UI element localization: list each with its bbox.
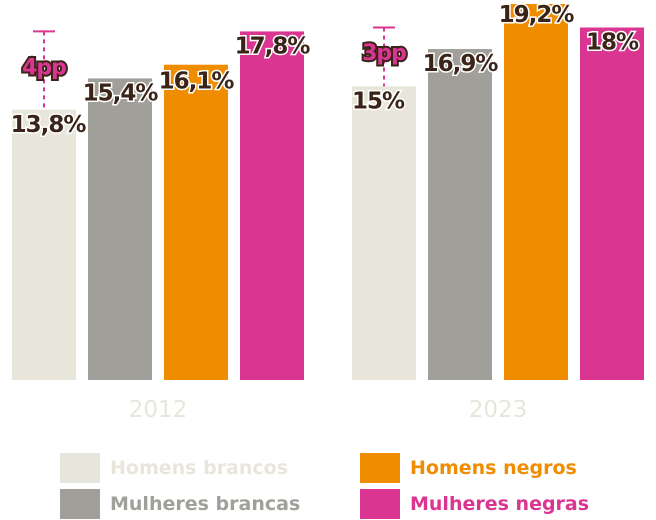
annotation-label: 3pp — [362, 41, 406, 66]
legend-item-mulheres-brancas: Mulheres brancas — [60, 489, 300, 519]
bar-chart: 13,8% 15% 15,4% 16,9% 16,1% 19,2% 17,8% 18% 4pp 3… — [9, 1, 644, 423]
legend-swatch — [60, 453, 100, 483]
legend-swatch — [360, 453, 400, 483]
bar — [12, 109, 76, 380]
value-label: 17,8% — [235, 33, 311, 59]
bar — [352, 86, 416, 380]
legend-item-homens-brancos: Homens brancos — [60, 453, 288, 483]
legend-item-mulheres-negras: Mulheres negras — [360, 489, 589, 519]
annotation-label: 4pp — [22, 56, 66, 81]
legend-swatch — [360, 489, 400, 519]
bar — [240, 31, 304, 381]
bar — [428, 49, 492, 381]
value-label: 19,2% — [499, 2, 575, 28]
category-label: 2023 — [469, 397, 528, 423]
bar — [504, 4, 568, 380]
legend-label: Homens negros — [410, 457, 577, 479]
legend-label: Mulheres brancas — [110, 493, 301, 515]
bar — [164, 64, 228, 380]
bar — [580, 27, 644, 380]
bar — [88, 78, 152, 381]
value-label: 16,9% — [423, 51, 499, 77]
legend-swatch — [60, 489, 100, 519]
value-label: 16,1% — [159, 69, 235, 95]
category-label: 2012 — [129, 397, 188, 423]
value-label: 13,8% — [11, 112, 87, 138]
legend-label: Homens brancos — [110, 457, 289, 479]
value-label: 15% — [352, 88, 405, 114]
legend-label: Mulheres negras — [410, 493, 590, 515]
value-label: 15,4% — [83, 80, 159, 106]
legend-item-homens-negros: Homens negros — [360, 453, 577, 483]
value-label: 18% — [586, 30, 639, 56]
